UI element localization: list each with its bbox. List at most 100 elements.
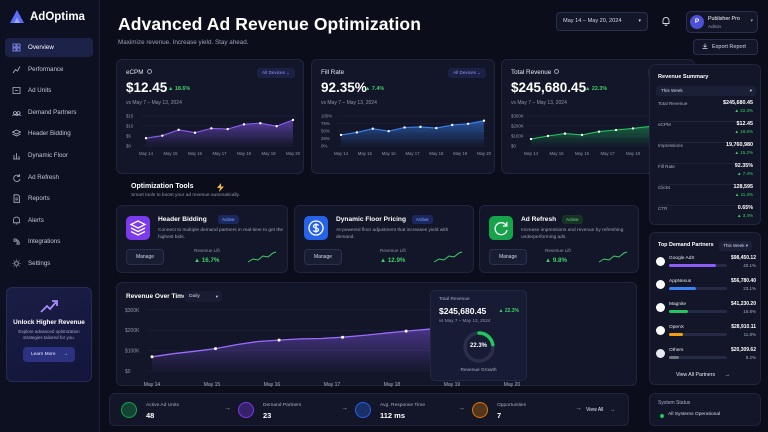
bell-icon[interactable] <box>661 16 671 26</box>
lift-sparkline <box>598 251 628 263</box>
learn-more-button[interactable]: Learn More → <box>23 347 75 362</box>
data-point <box>546 134 550 138</box>
summary-metric-name: eCPM <box>658 122 671 127</box>
ad-units-icon <box>121 402 137 418</box>
user-menu[interactable]: P Publisher Pro Admin ▾ <box>686 11 758 33</box>
device-filter[interactable]: All Devices ⌄ <box>448 68 486 78</box>
y-tick-label: $0 <box>126 144 131 149</box>
data-point <box>355 131 359 134</box>
kpi-compare: vs May 7 – May 13, 2024 <box>511 100 567 106</box>
trend-up-icon <box>40 300 58 313</box>
tool-title: Header Bidding <box>158 216 207 223</box>
tool-card-dynamic-floor-pricing: Dynamic Floor Pricing Active AI-powered fl… <box>294 205 474 273</box>
sidebar-item-ad-refresh[interactable]: Ad Refresh <box>5 168 93 187</box>
partner-row[interactable]: AppNexus $56,780.40 23.1% <box>656 278 756 298</box>
x-tick-label: May 15 <box>204 382 221 388</box>
view-all-link[interactable]: View All → <box>586 407 615 413</box>
data-point <box>177 128 180 132</box>
data-point <box>341 335 345 339</box>
partner-row[interactable]: Magnite $41,230.20 16.8% <box>656 301 756 321</box>
partners-icon <box>238 402 254 418</box>
partner-name: Google AdX <box>669 256 695 261</box>
data-point <box>214 347 218 351</box>
logo[interactable]: AdOptima <box>9 9 85 25</box>
sidebar-item-header-bidding[interactable]: Header Bidding <box>5 124 93 143</box>
data-point <box>193 131 197 134</box>
revenue-lift-value: ▲ 16.7% <box>194 257 220 264</box>
sidebar-item-label: Performance <box>28 65 64 73</box>
y-tick-label: $200K <box>511 124 524 129</box>
info-icon[interactable] <box>146 69 152 74</box>
sidebar-item-dynamic-floor[interactable]: Dynamic Floor <box>5 146 93 165</box>
manage-button[interactable]: Manage <box>304 249 342 265</box>
sidebar-item-label: Header Bidding <box>28 130 71 138</box>
series-area <box>531 119 684 146</box>
grid-icon <box>12 43 21 52</box>
view-all-partners-link[interactable]: View All Partners → <box>676 372 730 378</box>
sidebar-item-demand-partners[interactable]: Demand Partners <box>5 103 93 122</box>
stat-opportunities[interactable]: Opportunities 7 → <box>472 394 592 427</box>
summary-metric-name: Clicks <box>658 185 671 190</box>
y-tick-label: $10 <box>126 124 134 129</box>
sidebar-item-integrations[interactable]: Integrations <box>5 232 93 251</box>
divider <box>658 142 753 143</box>
date-range-label: May 14 – May 20, 2024 <box>563 18 622 24</box>
sidebar-item-alerts[interactable]: Alerts <box>5 211 93 230</box>
status-dot <box>660 414 664 418</box>
manage-button[interactable]: Manage <box>489 249 527 265</box>
kpi-compare: vs May 7 – May 13, 2024 <box>321 100 377 106</box>
x-tick-label: May 16 <box>575 151 590 156</box>
view-all-partners-label: View All Partners <box>676 372 716 378</box>
partner-row[interactable]: Others $20,309.62 8.2% <box>656 347 756 367</box>
stat-avg-response-time[interactable]: Avg. Response Time 112 ms → <box>355 394 475 427</box>
summary-metric-value: $245,680.45 <box>723 100 753 106</box>
x-tick-label: May 20 <box>477 151 492 156</box>
kpi-change: ▲ 18.6% <box>168 86 191 92</box>
revenue-lift-label: Revenue Lift <box>194 248 220 253</box>
x-tick-label: May 17 <box>212 151 227 156</box>
sidebar-item-reports[interactable]: Reports <box>5 189 93 208</box>
divider <box>658 205 753 206</box>
summary-metric-value: 0.65% <box>737 205 753 211</box>
summary-row: eCPM $12.45 ▲ 18.6% <box>658 121 753 143</box>
data-point <box>144 137 148 140</box>
x-tick-label: May 16 <box>264 382 281 388</box>
partner-logo-icon <box>656 303 665 312</box>
layers-icon <box>12 129 21 137</box>
partner-share-bar <box>669 356 679 359</box>
chevron-down-icon: ▾ <box>638 18 641 24</box>
y-tick-label: $100K <box>511 134 524 139</box>
summary-period-select[interactable]: This Week ▾ <box>656 86 756 96</box>
y-tick-label: $200K <box>125 328 140 334</box>
revenue-over-time-title: Revenue Over Time <box>126 293 187 300</box>
manage-button[interactable]: Manage <box>126 249 164 265</box>
revenue-lift-label: Revenue Lift <box>545 248 571 253</box>
summary-metric-name: Fill Rate <box>658 164 675 169</box>
partner-row[interactable]: Google AdX $98,450.12 40.1% <box>656 255 756 275</box>
device-filter[interactable]: All Devices ⌄ <box>257 68 295 78</box>
x-tick-label: May 14 <box>524 151 539 156</box>
stat-active-ad-units[interactable]: Active Ad Units 48 → <box>121 394 241 427</box>
x-tick-label: May 17 <box>324 382 341 388</box>
promo-description: Explore advanced optimization strategies… <box>18 329 80 340</box>
sidebar-item-settings[interactable]: Settings <box>5 254 93 273</box>
sidebar-item-performance[interactable]: Performance <box>5 60 93 79</box>
date-range-picker[interactable]: May 14 – May 20, 2024 ▾ <box>556 12 648 31</box>
export-report-button[interactable]: Export Report <box>693 39 758 55</box>
sidebar-item-label: Alerts <box>28 216 44 224</box>
sidebar-item-ad-units[interactable]: Ad Units <box>5 81 93 100</box>
user-role: Admin <box>708 23 722 29</box>
partners-period-select[interactable]: This Week ▾ <box>719 241 752 251</box>
partners-period-label: This Week <box>723 243 745 248</box>
partner-share-track <box>669 310 727 313</box>
summary-period-label: This Week <box>661 88 683 93</box>
status-badge: Active <box>218 215 239 224</box>
info-icon[interactable] <box>554 69 560 74</box>
revenue-lift-value: ▲ 12.9% <box>380 257 406 264</box>
summary-metric-change: ▲ 18.6% <box>734 129 753 134</box>
partner-row[interactable]: OpenX $28,910.11 11.8% <box>656 324 756 344</box>
kpi-label-text: Total Revenue <box>511 69 552 76</box>
period-select[interactable]: Daily ▾ <box>184 291 222 302</box>
stat-demand-partners[interactable]: Demand Partners 23 → <box>238 394 358 427</box>
sidebar-item-overview[interactable]: Overview <box>5 38 93 57</box>
